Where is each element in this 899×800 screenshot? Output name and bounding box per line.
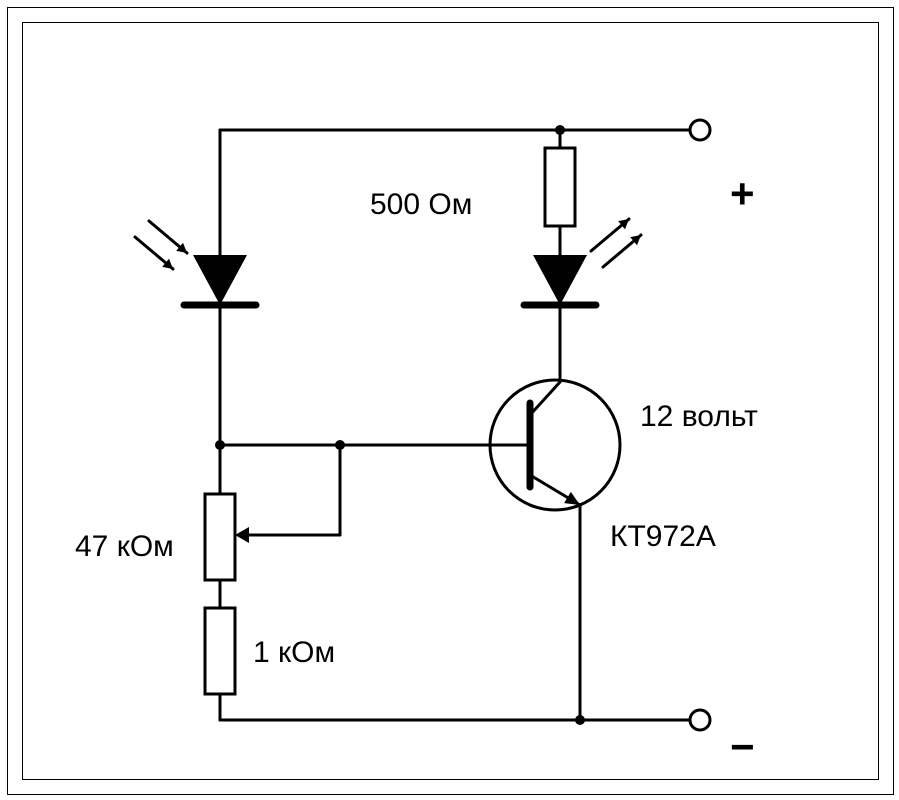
circuit-schematic xyxy=(0,0,899,800)
label-transistor: КТ972А xyxy=(610,520,716,554)
label-pot: 47 кОм xyxy=(75,530,174,564)
label-r500: 500 Ом xyxy=(370,188,472,222)
label-minus: − xyxy=(730,723,755,771)
label-r1k: 1 кОм xyxy=(253,636,335,670)
label-voltage: 12 вольт xyxy=(640,400,758,434)
label-plus: + xyxy=(730,170,755,218)
